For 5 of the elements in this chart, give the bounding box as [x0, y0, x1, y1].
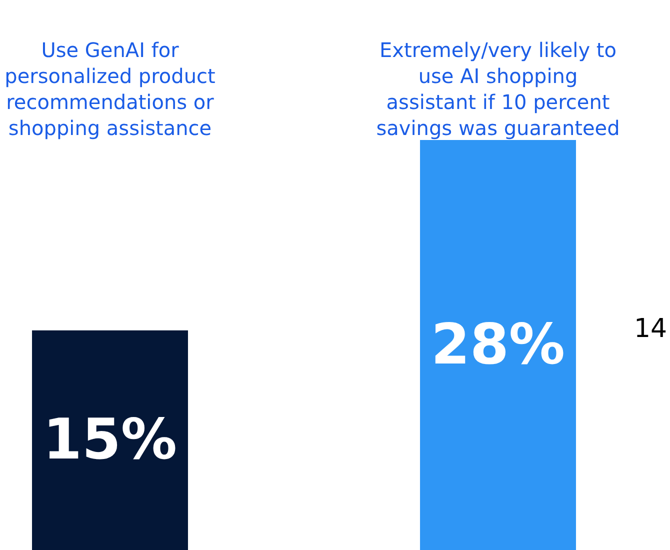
annotation: 14 — [634, 314, 668, 344]
x-tick-label: Extremely/very likely to use AI shopping assistant if 10 percent savings was guaranteed — [376, 38, 620, 140]
x-tick-label: Use GenAI for personalized product recommendations or shopping assistance — [4, 38, 216, 140]
data-label: 28% — [430, 312, 566, 378]
data-label: 15% — [42, 408, 178, 473]
